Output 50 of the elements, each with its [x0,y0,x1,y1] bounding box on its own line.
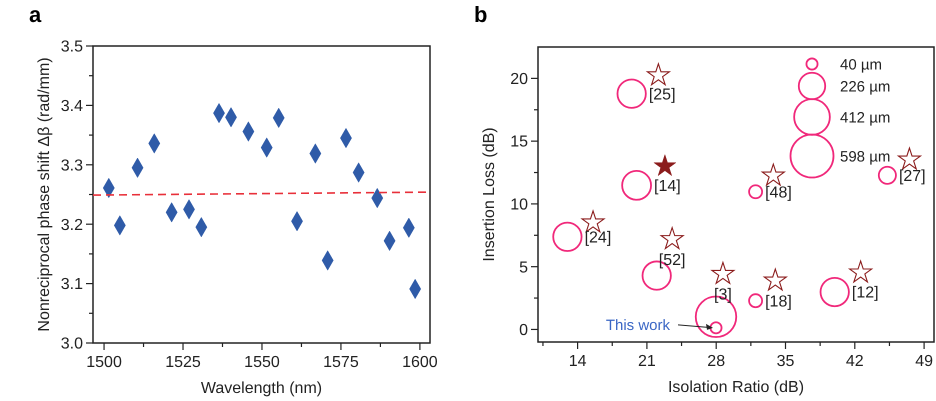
annotation: [52] [658,252,686,269]
annotation: This work [606,317,670,334]
annotation: [25] [648,86,676,104]
point [849,260,872,282]
y-axis-title: Insertion Loss (dB) [481,127,498,262]
x-tick-label: 1550 [244,354,280,371]
point [582,210,605,232]
legend-label: 598 µm [840,148,890,166]
annotation: [12] [852,284,879,302]
y-tick-label: 15 [510,134,528,151]
y-tick-label: 10 [510,196,528,214]
annotation: [48] [765,184,792,202]
annotation: [18] [765,293,792,310]
annotation: [14] [654,178,681,195]
point [646,63,670,86]
y-axis-title: Nonreciprocal phase shift Δβ (rad/mm) [36,57,53,332]
x-tick-label: 1500 [86,354,122,371]
legend-label: 226 µm [840,78,890,96]
point [898,147,921,170]
x-tick-label: 1575 [323,354,359,371]
y-tick-label: 3.0 [60,336,84,353]
x-tick-label: 21 [638,353,656,370]
x-tick-label: 1600 [402,354,438,371]
x-axis-title: Isolation Ratio (dB) [668,379,804,396]
y-tick-label: 3.1 [60,276,84,294]
legend-label: 412 µm [840,109,890,126]
annotation: [27] [898,168,926,185]
y-tick-label: 3.4 [60,98,84,115]
y-tick-label: 0 [519,322,528,340]
point [660,227,684,250]
y-tick-label: 20 [510,70,528,88]
chart-title: a [29,2,42,27]
y-tick-label: 3.2 [60,216,84,234]
point [762,164,785,186]
y-tick-label: 3.3 [60,157,84,174]
annotation: [24] [584,229,612,246]
chart-title: b [474,2,488,27]
x-tick-label: 49 [915,353,934,370]
point [711,262,734,284]
x-tick-label: 1525 [165,354,201,371]
x-tick-label: 35 [776,353,794,370]
x-tick-label: 28 [707,353,726,370]
x-tick-label: 14 [568,353,587,370]
x-tick-label: 42 [846,353,864,370]
x-axis-title: Wavelength (nm) [200,380,322,397]
point [654,154,676,176]
point [764,268,787,291]
y-tick-label: 5 [519,259,528,276]
legend-label: 40 µm [840,56,882,74]
y-tick-label: 3.5 [60,38,84,56]
